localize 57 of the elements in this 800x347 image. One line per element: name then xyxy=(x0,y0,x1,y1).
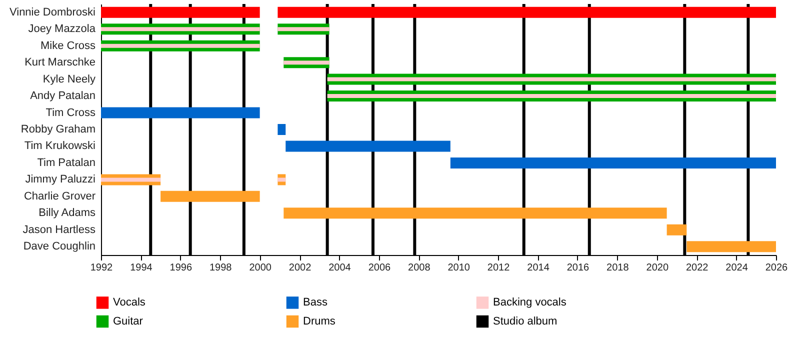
x-tick-label: 2000 xyxy=(249,262,272,274)
x-tick-label: 1992 xyxy=(90,262,114,274)
y-tick-label: Robby Graham xyxy=(20,124,96,136)
y-tick-label: Kyle Neely xyxy=(42,73,96,86)
x-tick-label: 2014 xyxy=(527,262,550,274)
bar xyxy=(327,94,776,98)
bar xyxy=(278,178,286,182)
x-tick-label: 2004 xyxy=(328,262,352,274)
y-tick-label: Billy Adams xyxy=(38,207,96,220)
bar xyxy=(101,107,260,118)
y-tick-label: Joey Mazzola xyxy=(28,23,96,36)
x-tick-label: 2016 xyxy=(566,262,590,274)
x-tick-label: 1998 xyxy=(209,262,232,274)
y-tick-label: Mike Cross xyxy=(40,40,96,52)
legend-label: Drums xyxy=(303,316,336,328)
y-tick-label: Charlie Grover xyxy=(24,190,96,202)
y-tick-label: Jimmy Paluzzi xyxy=(25,174,96,186)
legend-label: Bass xyxy=(303,296,328,309)
y-tick-label: Vinnie Dombroski xyxy=(9,6,96,18)
legend-label: Vocals xyxy=(113,296,146,309)
legend-label: Guitar xyxy=(113,316,144,328)
bar xyxy=(450,157,776,168)
y-tick-label: Tim Krukowski xyxy=(24,140,96,152)
bar xyxy=(278,124,286,135)
bar xyxy=(286,140,450,152)
x-tick-label: 1994 xyxy=(130,262,153,274)
bar xyxy=(327,77,776,82)
legend-label: Backing vocals xyxy=(493,296,567,309)
x-tick-label: 2024 xyxy=(726,262,748,274)
bar xyxy=(278,6,776,18)
bar xyxy=(686,241,776,252)
y-tick-label: Kurt Marschke xyxy=(24,56,96,69)
x-tick-label: 2018 xyxy=(606,262,630,274)
x-tick-label: 2010 xyxy=(448,262,470,274)
x-tick-label: 2026 xyxy=(765,262,788,274)
bar xyxy=(666,224,687,236)
x-tick-label: 2006 xyxy=(368,262,391,274)
x-tick-label: 2012 xyxy=(487,262,510,274)
y-tick-label: Jason Hartless xyxy=(22,224,96,236)
bar xyxy=(101,178,161,182)
x-tick-label: 2008 xyxy=(408,262,431,274)
legend-label: Studio album xyxy=(493,316,558,328)
bar xyxy=(278,27,330,32)
x-tick-label: 1996 xyxy=(170,262,192,274)
y-tick-label: Tim Cross xyxy=(46,106,96,119)
bar xyxy=(160,190,260,202)
bar xyxy=(284,208,667,219)
x-tick-label: 2002 xyxy=(288,262,312,274)
bar xyxy=(101,6,260,18)
x-tick-label: 2020 xyxy=(646,262,669,274)
y-tick-label: Tim Patalan xyxy=(37,156,96,169)
bar xyxy=(284,60,330,65)
bar xyxy=(101,27,260,32)
y-tick-label: Andy Patalan xyxy=(30,90,96,102)
bar xyxy=(101,44,260,48)
y-tick-label: Dave Coughlin xyxy=(23,240,96,253)
x-tick-label: 2022 xyxy=(686,262,709,274)
